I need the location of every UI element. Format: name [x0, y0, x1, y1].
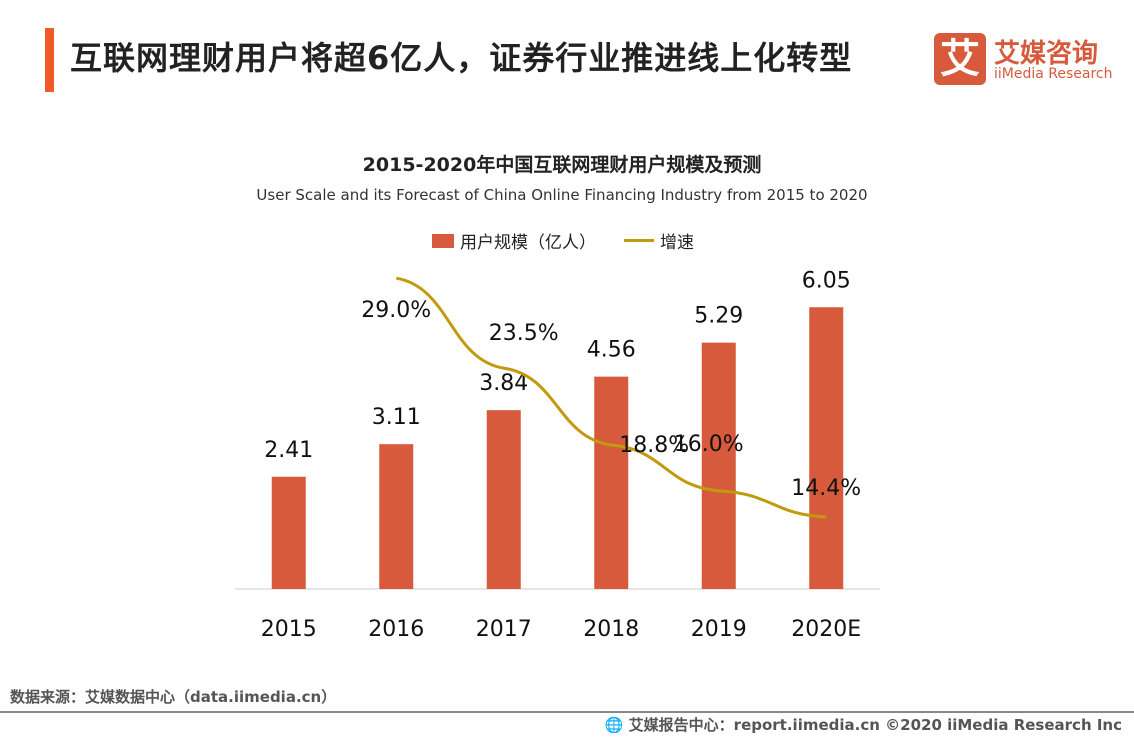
logo-en-text: iiMedia Research — [994, 66, 1113, 82]
page-title: 互联网理财用户将超6亿人，证券行业推进线上化转型 — [70, 39, 853, 77]
line-label: 29.0% — [361, 298, 431, 323]
chart-legend: 用户规模（亿人） 增速 — [432, 228, 694, 253]
x-tick-label: 2016 — [368, 617, 424, 642]
line-label: 16.0% — [674, 432, 744, 457]
footer-divider — [0, 711, 1134, 713]
iimedia-logo: 艾 艾媒咨询 iiMedia Research — [934, 33, 1114, 85]
line-label: 18.8% — [619, 433, 689, 458]
logo-mark: 艾 — [934, 33, 986, 85]
chart-subtitle: User Scale and its Forecast of China Onl… — [256, 186, 868, 204]
legend-line-label: 增速 — [660, 233, 694, 253]
logo-cn-text: 艾媒咨询 — [994, 39, 1099, 69]
bar-2015 — [271, 476, 306, 589]
footer-credit-text: 艾媒报告中心：report.iimedia.cn ©2020 iiMedia R… — [628, 716, 1122, 734]
bar-label: 5.29 — [694, 304, 743, 329]
bar-2017 — [486, 410, 521, 589]
x-tick-label: 2015 — [261, 617, 317, 642]
legend-bar-swatch — [432, 233, 454, 248]
bar-2018 — [594, 376, 629, 589]
growth-line — [396, 276, 827, 519]
x-tick-label: 2020E — [791, 617, 861, 642]
bar-label: 3.11 — [372, 405, 421, 430]
bar-label: 2.41 — [264, 438, 313, 463]
data-source: 数据来源：艾媒数据中心（data.iimedia.cn） — [10, 688, 337, 706]
footer-credit: 🌐 艾媒报告中心：report.iimedia.cn ©2020 iiMedia… — [604, 716, 1122, 734]
bar-2020E — [809, 307, 844, 589]
line-label: 14.4% — [791, 476, 861, 501]
legend-line-swatch — [624, 239, 654, 242]
line-label: 23.5% — [489, 321, 559, 346]
legend-bar-label: 用户规模（亿人） — [460, 233, 596, 253]
x-tick-label: 2018 — [583, 617, 639, 642]
x-tick-label: 2017 — [476, 617, 532, 642]
bar-label: 6.05 — [802, 268, 851, 293]
x-tick-label: 2019 — [691, 617, 747, 642]
bar-2016 — [379, 444, 414, 589]
bar-2019 — [701, 342, 736, 589]
chart-title: 2015-2020年中国互联网理财用户规模及预测 — [362, 154, 762, 176]
bar-label: 4.56 — [587, 338, 636, 363]
title-accent-bar — [45, 28, 54, 92]
bar-label: 3.84 — [479, 371, 528, 396]
